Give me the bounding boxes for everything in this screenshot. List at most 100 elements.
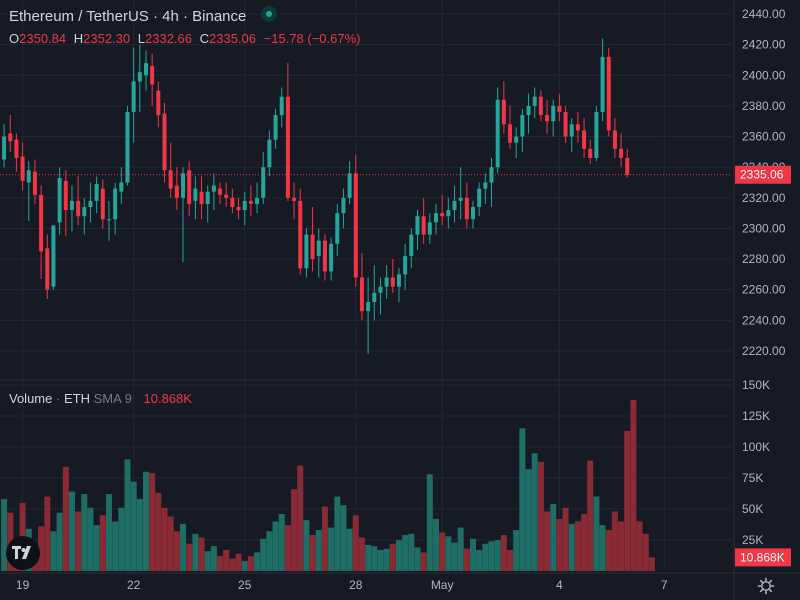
candle-body [82, 207, 87, 217]
candle-body [261, 167, 266, 198]
volume-bar [371, 546, 378, 571]
volume-bar [44, 496, 51, 571]
last-volume-label: 10.868K [740, 550, 785, 564]
candle-body [45, 248, 50, 290]
volume-bars[interactable] [1, 399, 655, 571]
ohlc-legend: O2350.84 H2352.30 L2332.66 C2335.06 −15.… [9, 31, 365, 46]
candle-body [69, 200, 74, 211]
chart-grid [0, 0, 735, 600]
candle-body [51, 225, 56, 287]
candle-body [125, 112, 130, 183]
volume-bar [56, 512, 63, 571]
volume-bar [426, 474, 433, 571]
candle-body [63, 180, 68, 211]
candle-body [162, 113, 167, 171]
candle-body [88, 200, 93, 208]
low-value: 2332.66 [145, 31, 192, 46]
candle-body [76, 200, 81, 217]
market-status-icon[interactable] [260, 6, 277, 22]
candle-body [489, 167, 494, 183]
candle-body [310, 234, 315, 260]
volume-bar [284, 525, 291, 571]
volume-bar [358, 537, 365, 571]
candle-body [168, 170, 173, 189]
candle-body [26, 170, 31, 183]
gear-icon[interactable] [757, 577, 775, 595]
volume-bar [142, 471, 149, 571]
candle-body [322, 240, 327, 272]
volume-bar [130, 481, 137, 571]
volume-bar [291, 489, 298, 571]
volume-bar [599, 525, 606, 571]
candle-body [526, 105, 531, 116]
volume-bar [605, 530, 612, 571]
candle-body [131, 81, 136, 113]
price-axis[interactable]: 2440.002420.002400.002380.002360.002340.… [735, 7, 791, 358]
candle-body [347, 173, 352, 198]
volume-separator: · [56, 391, 64, 406]
time-axis[interactable]: 19 22 25 28 May 4 7 [0, 572, 800, 592]
tradingview-logo-icon[interactable] [6, 536, 40, 570]
volume-bar [38, 526, 45, 571]
volume-bar [476, 549, 483, 571]
volume-bar [494, 540, 501, 571]
candle-body [335, 213, 340, 244]
candle-body [14, 139, 19, 158]
time-tick-label: 28 [349, 578, 363, 592]
candle-body [94, 184, 99, 201]
candle-body [2, 136, 7, 160]
volume-bar [235, 553, 242, 571]
symbol-title[interactable]: Ethereum / TetherUS · 4h · Binance [9, 8, 247, 25]
price-candles[interactable] [2, 38, 630, 355]
open-value: 2350.84 [19, 31, 67, 46]
volume-tick-label: 100K [742, 440, 770, 454]
volume-bar [118, 507, 125, 571]
symbol-legend[interactable]: Ethereum / TetherUS · 4h · Binance [9, 6, 277, 25]
candle-body [20, 156, 25, 181]
candle-body [452, 200, 457, 211]
volume-bar [217, 556, 224, 571]
volume-bar [574, 521, 581, 571]
volume-bar [395, 540, 402, 571]
close-value: 2335.06 [209, 31, 257, 46]
volume-bar [124, 459, 131, 571]
volume-bar [315, 530, 322, 571]
candle-body [304, 234, 309, 269]
volume-bar [482, 543, 489, 571]
volume-bar [642, 533, 649, 571]
candle-body [390, 277, 395, 287]
volume-bar [352, 515, 359, 571]
candle-body [384, 277, 389, 287]
volume-bar [161, 507, 168, 571]
volume-bar [241, 561, 248, 571]
volume-bar [173, 531, 180, 571]
candle-body [57, 177, 62, 223]
volume-bar [321, 506, 328, 571]
candle-body [193, 188, 198, 201]
time-tick-label: May [431, 578, 454, 592]
volume-bar [630, 399, 637, 571]
candle-body [477, 188, 482, 208]
candle-body [458, 197, 463, 201]
volume-bar [266, 531, 273, 571]
candle-body [248, 200, 253, 204]
volume-bar [1, 499, 8, 571]
candle-body [563, 112, 568, 137]
candle-body [218, 188, 223, 195]
candle-body [32, 171, 37, 195]
candle-body [557, 105, 562, 113]
candle-body [569, 124, 574, 137]
volume-bar [365, 544, 372, 571]
volume-bar [500, 535, 507, 571]
volume-bar [278, 513, 285, 571]
candle-body [396, 274, 401, 287]
volume-name[interactable]: Volume [9, 391, 53, 406]
volume-bar [192, 533, 199, 571]
candle-body [359, 277, 364, 312]
volume-bar [155, 492, 162, 571]
volume-tick-label: 150K [742, 378, 770, 392]
volume-legend[interactable]: Volume · ETH SMA 9 10.868K [9, 391, 192, 406]
candle-body [329, 243, 334, 272]
volume-axis[interactable]: 150K 125K 100K 75K 50K 25K 10.868K [735, 378, 791, 567]
